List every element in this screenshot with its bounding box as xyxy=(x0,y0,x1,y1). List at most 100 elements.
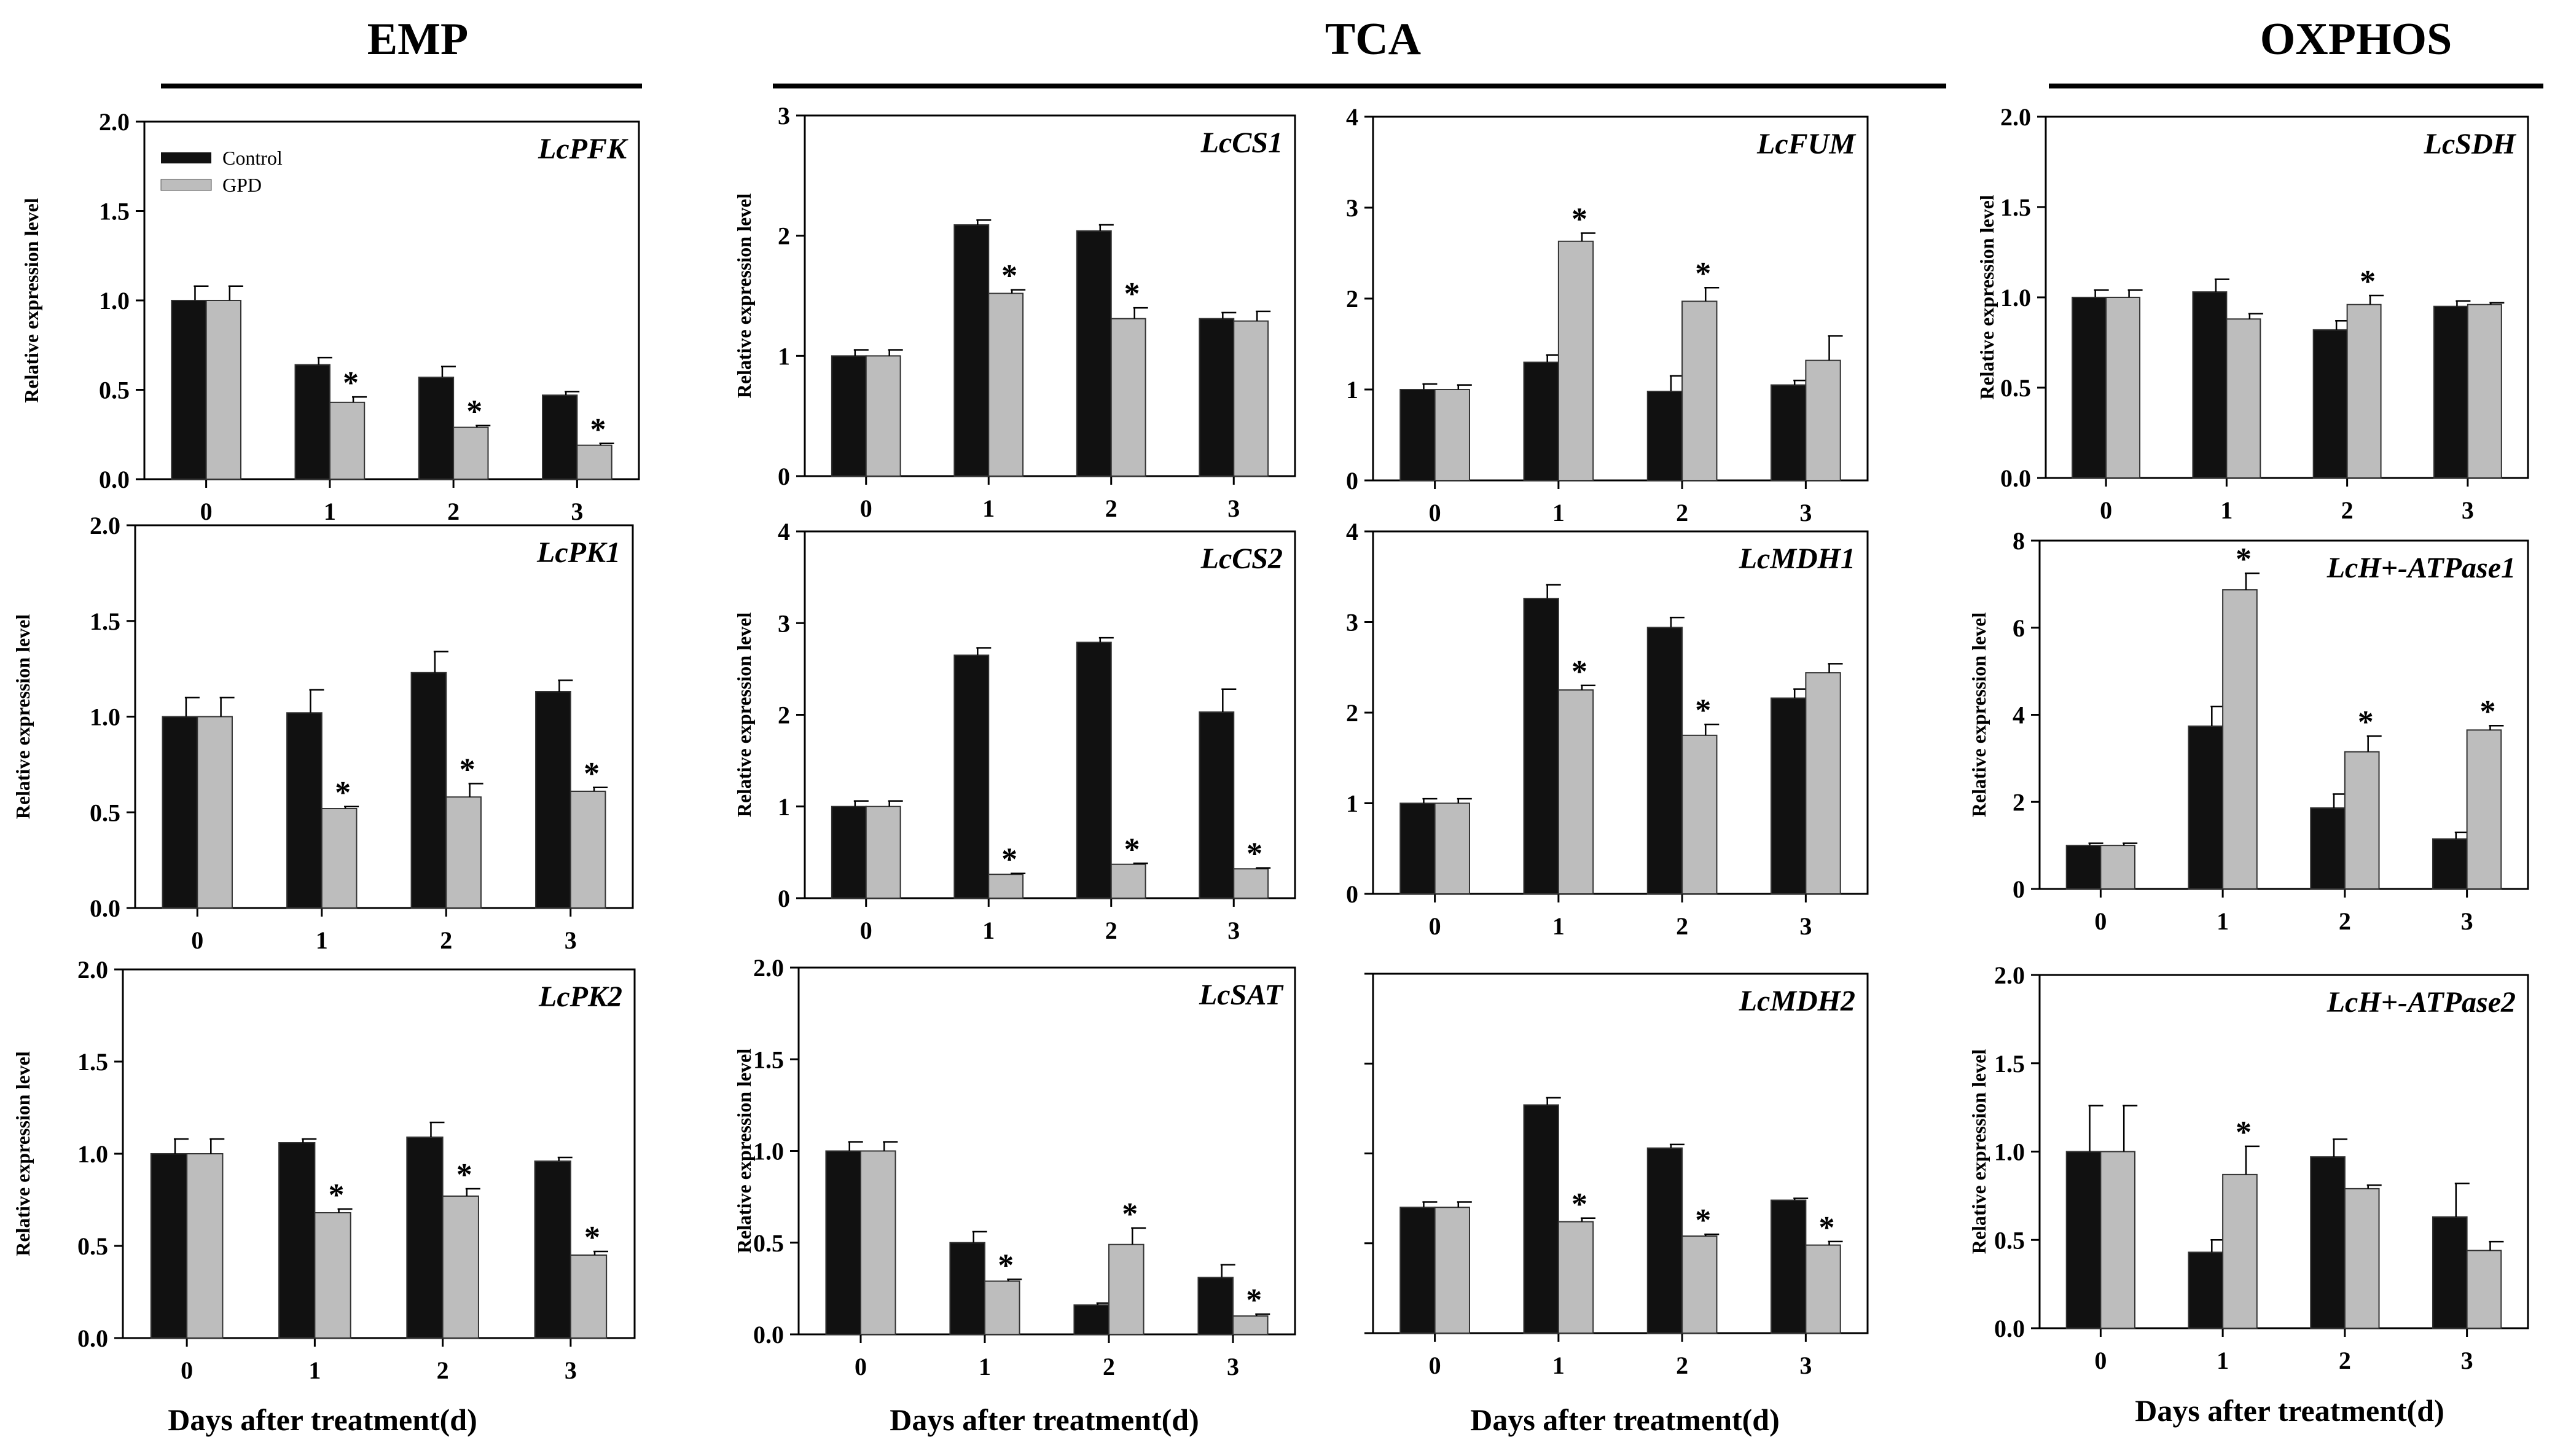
bar-control xyxy=(953,654,990,899)
x-tick-label: 1 xyxy=(316,926,328,954)
y-tick-label: 0.5 xyxy=(1994,1226,2025,1254)
x-tick-label: 0 xyxy=(200,498,213,525)
bar-control xyxy=(2065,845,2102,890)
y-axis-label: Relative expression level xyxy=(1968,1049,1990,1254)
panel-title: LcMDH1 xyxy=(1739,542,1855,575)
bar-control xyxy=(1199,318,1235,477)
y-axis-label: Relative expression level xyxy=(733,194,755,399)
x-tick-label: 0 xyxy=(860,495,872,522)
bar-gpd xyxy=(1557,689,1594,894)
x-tick-label: 2 xyxy=(1105,495,1117,522)
bar-control xyxy=(1399,1207,1436,1334)
y-tick-label: 1 xyxy=(1346,376,1358,404)
panel-frame xyxy=(2038,539,2529,890)
bar-gpd xyxy=(988,874,1024,899)
legend-label-control: Control xyxy=(222,147,283,169)
y-tick-label: 0.0 xyxy=(753,1321,784,1348)
y-tick-label: 1.0 xyxy=(1994,1138,2025,1166)
x-tick-label: 3 xyxy=(2461,907,2473,935)
y-tick-label: 1.5 xyxy=(90,608,120,635)
panel-9: 0.0 0.5 1.0 1.5 2.0 Relative expression level… xyxy=(733,954,1296,1380)
y-axis-label: Relative expression level xyxy=(1976,195,1998,400)
bar-control xyxy=(2192,291,2228,479)
bar-control xyxy=(953,224,990,477)
bar-gpd xyxy=(1108,1243,1145,1335)
bar-gpd xyxy=(314,1212,351,1339)
bar-control xyxy=(1073,1304,1109,1335)
bar-gpd xyxy=(445,796,482,909)
significance-asterisk: * xyxy=(1246,1283,1262,1318)
x-tick-label: 0 xyxy=(1429,1352,1441,1379)
y-tick-label: 0 xyxy=(2013,875,2025,903)
x-tick-label: 0 xyxy=(181,1356,193,1384)
bar-control xyxy=(2310,1156,2346,1329)
x-tick-label: 3 xyxy=(1799,912,1812,940)
legend-swatch-gpd xyxy=(160,179,212,191)
y-tick-label: 0.0 xyxy=(1994,1315,2025,1342)
x-tick-label: 1 xyxy=(982,495,995,522)
x-tick-label: 3 xyxy=(565,926,577,954)
y-tick-label: 0 xyxy=(778,463,790,490)
y-tick-label: 1.5 xyxy=(2000,194,2031,221)
x-tick-label: 3 xyxy=(1227,917,1240,944)
x-tick-label: 1 xyxy=(1552,1352,1565,1379)
bar-control xyxy=(825,1150,861,1335)
panel-title: LcFUM xyxy=(1756,128,1857,160)
y-tick-label: 3 xyxy=(1346,609,1358,636)
y-axis-label: Relative expression level xyxy=(733,1049,755,1254)
panel-6: 0 1 2 3 4 LcMDH1 0 1 * 2 * 3 xyxy=(1346,518,1869,940)
bar-control xyxy=(949,1242,985,1335)
bar-control xyxy=(418,377,455,480)
bar-control xyxy=(286,712,323,909)
x-tick-label: 1 xyxy=(982,917,995,944)
significance-asterisk: * xyxy=(1571,654,1587,689)
y-tick-label: 2 xyxy=(1346,285,1358,313)
bar-control xyxy=(1523,1104,1559,1334)
x-tick-label: 1 xyxy=(2217,1347,2229,1374)
x-tick-label: 2 xyxy=(1105,917,1117,944)
significance-asterisk: * xyxy=(1819,1210,1835,1245)
significance-asterisk: * xyxy=(1246,837,1262,872)
bar-control xyxy=(1646,627,1683,894)
panel-title: LcH+-ATPase1 xyxy=(2326,552,2516,584)
x-tick-label: 0 xyxy=(860,917,872,944)
bar-gpd xyxy=(2100,845,2136,890)
bar-control xyxy=(1523,361,1559,481)
group-label-tca: TCA xyxy=(1325,14,1421,65)
bar-control xyxy=(2188,725,2224,890)
bar-gpd xyxy=(197,716,233,909)
bar-gpd xyxy=(2467,303,2502,479)
bar-control xyxy=(150,1153,188,1339)
x-tick-label: 1 xyxy=(1552,499,1565,526)
significance-asterisk: * xyxy=(590,412,606,447)
bar-control xyxy=(278,1142,316,1339)
x-tick-label: 3 xyxy=(1227,495,1240,522)
y-tick-label: 2.0 xyxy=(753,954,784,982)
significance-asterisk: * xyxy=(584,756,600,791)
legend-swatch-control xyxy=(161,152,211,163)
y-tick-label: 2.0 xyxy=(2000,103,2031,131)
y-tick-label: 1.5 xyxy=(77,1048,108,1076)
significance-asterisk: * xyxy=(343,366,359,401)
significance-asterisk: * xyxy=(1695,256,1711,291)
bar-control xyxy=(2188,1251,2224,1329)
y-tick-label: 0.0 xyxy=(2000,464,2031,492)
significance-asterisk: * xyxy=(1695,1203,1711,1238)
bar-control xyxy=(1646,1147,1683,1334)
y-tick-label: 2.0 xyxy=(99,108,130,136)
significance-asterisk: * xyxy=(1122,1197,1138,1232)
bar-gpd xyxy=(865,805,901,899)
panel-title: LcMDH2 xyxy=(1739,985,1855,1017)
x-tick-label: 1 xyxy=(2220,496,2233,524)
legend: Control GPD xyxy=(160,147,283,196)
panel-2: 0 1 2 3 4 LcFUM 0 1 * 2 * 3 xyxy=(1346,103,1869,526)
bar-gpd xyxy=(1681,1235,1718,1334)
bar-control xyxy=(1076,230,1112,477)
significance-asterisk: * xyxy=(460,753,475,788)
x-tick-label: 3 xyxy=(1227,1353,1239,1380)
significance-asterisk: * xyxy=(998,1248,1014,1283)
y-tick-label: 4 xyxy=(778,518,790,546)
bar-control xyxy=(535,691,571,909)
bar-control xyxy=(294,364,331,480)
y-tick-label: 0.5 xyxy=(77,1232,108,1260)
